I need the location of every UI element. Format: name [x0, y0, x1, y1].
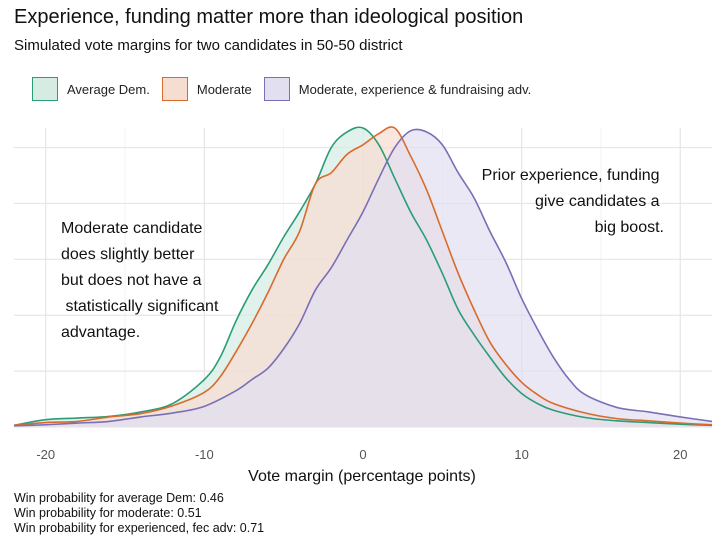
legend-item-moderate-experience: Moderate, experience & fundraising adv.	[263, 77, 532, 101]
line-average-dem	[13, 126, 713, 427]
annotation-right-line: big boost.	[595, 219, 664, 236]
x-axis-label: Vote margin (percentage points)	[248, 468, 476, 485]
chart-title: Experience, funding matter more than ide…	[14, 6, 524, 28]
area-moderate-experience	[14, 129, 712, 427]
legend-label-moderate: Moderate	[196, 81, 252, 97]
footnote-average-dem: Win probability for average Dem: 0.46	[14, 491, 224, 505]
legend-key-moderate-experience	[263, 77, 290, 101]
annotation-left-line: advantage.	[61, 324, 140, 341]
x-tick-label: -10	[195, 447, 214, 462]
footnote-moderate: Win probability for moderate: 0.51	[14, 506, 202, 520]
legend: Average Dem. Moderate Moderate, experien…	[32, 75, 543, 103]
line-moderate-experience	[13, 128, 713, 427]
annotation-right-line: give candidates a	[535, 193, 660, 210]
x-tick-label: -20	[36, 447, 55, 462]
annotation-left-line: statistically significant	[61, 298, 219, 315]
line-layer	[13, 126, 713, 427]
line-moderate	[13, 126, 713, 427]
annotation-left-line: Moderate candidate	[61, 220, 203, 237]
x-tick-label: 20	[673, 447, 687, 462]
tick-layer: -20 -10 0 10 20	[36, 447, 687, 462]
legend-key-moderate	[161, 77, 188, 101]
annotation-left: Moderate candidate does slightly better …	[61, 220, 223, 341]
footnotes: Win probability for average Dem: 0.46 Wi…	[14, 491, 264, 536]
annotation-left-line: but does not have a	[61, 272, 202, 289]
annotation-right-line: Prior experience, funding	[482, 167, 660, 184]
chart-subtitle: Simulated vote margins for two candidate…	[14, 37, 403, 54]
footnote-experienced: Win probability for experienced, fec adv…	[14, 521, 265, 535]
annotation-left-line: does slightly better	[61, 246, 195, 263]
legend-label-moderate-experience: Moderate, experience & fundraising adv.	[298, 81, 532, 97]
annotation-right: Prior experience, funding give candidate…	[482, 167, 664, 236]
legend-item-moderate: Moderate	[161, 77, 252, 101]
x-tick-label: 10	[514, 447, 528, 462]
legend-label-average-dem: Average Dem.	[67, 81, 150, 97]
x-tick-label: 0	[359, 447, 366, 462]
legend-item-average-dem: Average Dem.	[32, 77, 150, 101]
area-layer	[14, 126, 712, 427]
legend-key-average-dem	[32, 77, 58, 101]
